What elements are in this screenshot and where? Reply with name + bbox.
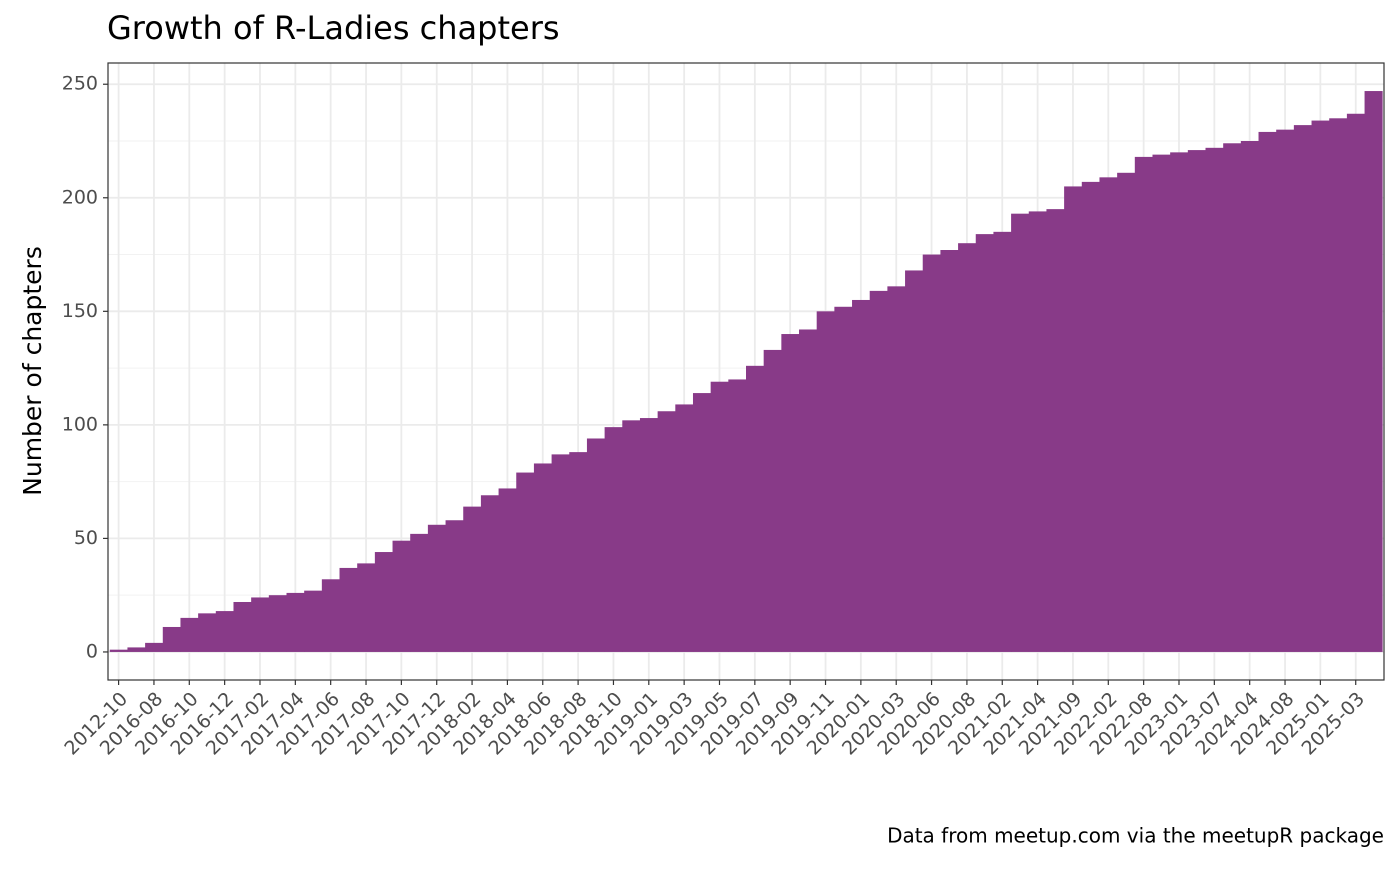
bar	[728, 379, 747, 652]
bar	[569, 452, 588, 652]
bar	[1046, 209, 1065, 652]
bar	[1205, 147, 1224, 652]
bar	[1064, 186, 1083, 652]
bar	[1187, 150, 1206, 652]
bar	[604, 427, 623, 652]
bar	[958, 243, 977, 652]
bar	[1223, 143, 1242, 652]
bar	[1117, 172, 1136, 652]
bar	[922, 254, 941, 652]
bar	[463, 506, 482, 652]
bar	[781, 334, 800, 652]
bar	[339, 567, 358, 652]
bar	[993, 231, 1012, 652]
bar	[586, 438, 606, 652]
bar	[675, 404, 694, 652]
bar	[233, 601, 252, 652]
bar	[975, 234, 994, 652]
bar	[251, 597, 270, 652]
bar	[480, 495, 499, 652]
y-tick-label: 50	[74, 527, 98, 549]
bar	[498, 488, 517, 652]
bar	[1276, 129, 1295, 652]
bar	[145, 642, 164, 652]
bar	[392, 540, 411, 652]
bar	[551, 454, 570, 652]
bar	[1258, 131, 1277, 652]
bar	[533, 463, 552, 652]
bar	[198, 613, 217, 652]
bar	[286, 592, 305, 652]
bar	[445, 520, 464, 652]
bar	[215, 611, 234, 652]
y-tick-label: 0	[86, 640, 98, 662]
y-tick-label: 250	[62, 73, 98, 95]
bar	[622, 420, 641, 652]
bar	[852, 299, 871, 652]
bar	[869, 290, 888, 652]
bar	[357, 563, 376, 652]
bar	[410, 533, 429, 652]
bar	[905, 270, 924, 652]
bar	[710, 381, 729, 652]
bar	[1011, 213, 1030, 652]
bar	[1364, 91, 1383, 652]
bar	[1028, 211, 1047, 652]
bar	[657, 411, 676, 652]
bar	[1346, 113, 1365, 652]
bar	[746, 365, 765, 652]
bar	[180, 617, 199, 652]
bar	[887, 286, 906, 652]
bar	[692, 393, 712, 652]
chart-title: Growth of R-Ladies chapters	[107, 9, 560, 47]
bar	[1170, 152, 1189, 652]
bar	[1240, 141, 1259, 652]
bar	[109, 649, 128, 652]
bar	[1293, 125, 1312, 652]
y-tick-label: 150	[62, 300, 98, 322]
bar	[1311, 120, 1330, 652]
bar	[834, 306, 853, 652]
bar	[304, 590, 323, 652]
y-axis-label: Number of chapters	[18, 246, 47, 496]
bar	[268, 595, 287, 652]
bar	[1134, 156, 1153, 652]
bar	[639, 418, 659, 652]
bar	[1329, 118, 1348, 652]
bar	[1152, 154, 1171, 652]
caption: Data from meetup.com via the meetupR pac…	[887, 824, 1384, 848]
bar	[940, 250, 959, 652]
bar	[516, 472, 535, 652]
bar	[1099, 177, 1118, 652]
bar	[321, 579, 340, 652]
bar	[162, 626, 181, 652]
panel-border	[107, 62, 1385, 681]
bar	[799, 329, 818, 652]
bar	[427, 524, 446, 652]
y-tick-label: 100	[62, 413, 98, 435]
bar	[374, 552, 393, 652]
y-tick-label: 200	[62, 186, 98, 208]
bar	[763, 349, 782, 652]
bar	[1081, 181, 1100, 652]
bars	[109, 91, 1383, 652]
bar	[127, 647, 146, 652]
bar	[816, 311, 835, 652]
